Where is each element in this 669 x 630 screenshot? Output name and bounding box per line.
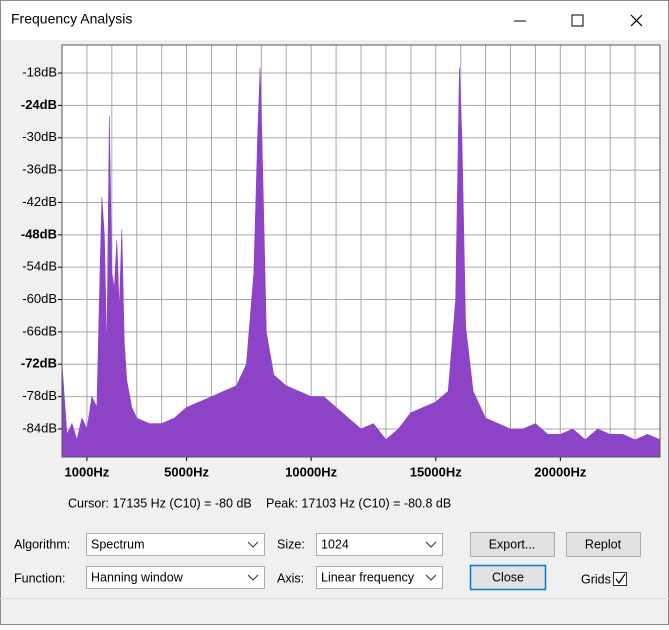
size-select[interactable] <box>316 533 443 556</box>
peak-readout: Peak: 17103 Hz (C10) = -80.8 dB <box>266 496 451 510</box>
dropdown-arrow <box>425 574 437 581</box>
y-tick-label: -54dB <box>22 259 57 274</box>
close-label: Close <box>492 570 524 584</box>
algorithm-select[interactable] <box>86 533 265 556</box>
checkmark <box>615 573 626 585</box>
export-button[interactable] <box>470 532 555 557</box>
cursor-readout: Cursor: 17135 Hz (C10) = -80 dB <box>68 496 252 510</box>
close-button[interactable] <box>469 564 547 591</box>
y-tick-label: -72dB <box>21 356 57 371</box>
axis-value: Linear frequency <box>321 570 415 584</box>
maximize-button[interactable] <box>571 14 584 27</box>
close-window-button[interactable] <box>630 14 643 27</box>
function-select[interactable] <box>86 566 265 589</box>
y-tick-label: -42dB <box>22 194 57 209</box>
x-tick-label: 20000Hz <box>534 464 587 479</box>
spectrum-area <box>61 67 661 458</box>
y-tick-label: -24dB <box>21 97 57 112</box>
plot-area: -18dB -24dB -30dB -36dB -42dB -48dB -54dB -60dB… <box>21 44 661 479</box>
dropdown-arrow <box>247 541 259 548</box>
algorithm-value: Spectrum <box>91 537 145 551</box>
x-tick-label: 10000Hz <box>285 464 338 479</box>
y-tick-label: -30dB <box>22 129 57 144</box>
replot-label: Replot <box>585 537 622 551</box>
y-tick-label: -36dB <box>22 162 57 177</box>
plot-frame <box>61 44 661 458</box>
window-title: Frequency Analysis <box>11 11 132 27</box>
y-tick-label: -60dB <box>22 291 57 306</box>
axis-select[interactable] <box>316 566 443 589</box>
y-tick-label: -48dB <box>21 226 57 241</box>
y-tick-label: -66dB <box>22 323 57 338</box>
y-tick-label: -18dB <box>22 64 57 79</box>
x-tick-label: 15000Hz <box>410 464 463 479</box>
x-tick-label: 1000Hz <box>65 464 110 479</box>
title-bar <box>0 0 669 40</box>
y-tick-label: -84dB <box>22 420 57 435</box>
size-label: Size: <box>277 537 305 551</box>
replot-button[interactable] <box>566 532 641 557</box>
dropdown-arrow <box>247 574 259 581</box>
grids-label: Grids <box>581 572 611 586</box>
export-label: Export... <box>489 537 536 551</box>
algorithm-label: Algorithm: <box>14 537 70 551</box>
function-value: Hanning window <box>91 570 184 584</box>
x-tick-label: 5000Hz <box>164 464 209 479</box>
dropdown-arrow <box>425 541 437 548</box>
function-label: Function: <box>14 571 65 585</box>
size-value: 1024 <box>321 537 349 551</box>
y-tick-label: -78dB <box>22 388 57 403</box>
axis-label: Axis: <box>277 571 304 585</box>
